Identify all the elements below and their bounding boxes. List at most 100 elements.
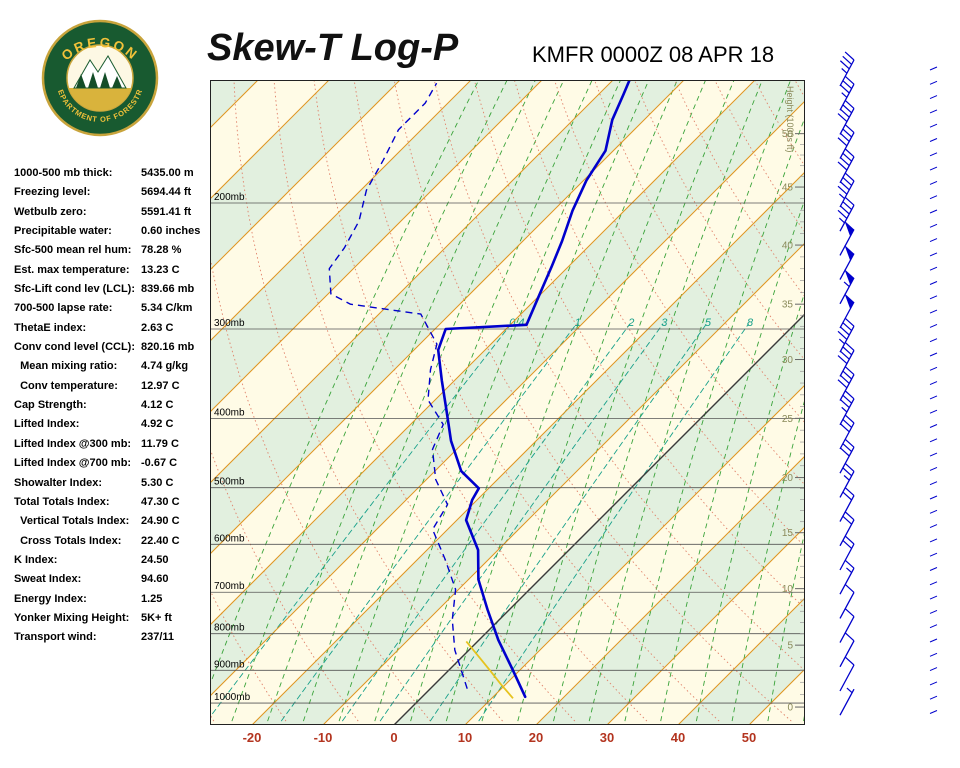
wind-minor-tick [929, 180, 938, 185]
index-label: Sfc-500 mean rel hum: [14, 244, 132, 257]
index-row: ThetaE index: 2.63 C [14, 322, 218, 341]
isotherm [464, 384, 805, 725]
index-row: 700-500 lapse rate: 5.34 C/km [14, 302, 218, 321]
isotherm-band [210, 80, 805, 696]
temp-axis-label: 40 [670, 730, 686, 745]
mixing-ratio-line [280, 323, 577, 722]
index-label: Yonker Mixing Height: [14, 611, 130, 624]
moist-adiabat [231, 80, 508, 722]
index-row: Total Totals Index: 47.30 C [14, 496, 218, 515]
pressure-label: 700mb [214, 581, 245, 592]
wind-minor-tick [929, 624, 938, 629]
skewt-chart: 0.4 1 2 3 5 8200mb300mb400mb500mb600mb700mb80… [210, 80, 805, 725]
index-value: 0.60 inches [141, 225, 201, 238]
pressure-label: 600mb [214, 533, 245, 544]
dry-adiabat [513, 80, 805, 548]
index-label: Lifted Index @300 mb: [14, 437, 132, 450]
pressure-label: 400mb [214, 407, 245, 418]
index-label: Conv cond level (CCL): [14, 341, 136, 354]
index-row: Sweat Index: 94.60 [14, 573, 218, 592]
moist-adiabat [517, 80, 735, 722]
zero-isotherm [393, 313, 805, 725]
wind-minor-tick [929, 395, 938, 400]
index-row: Conv cond level (CCL): 820.16 mb [14, 341, 218, 360]
pressure-label: 300mb [214, 318, 245, 329]
wind-minor-tick [929, 281, 938, 285]
wind-minor-tick [929, 681, 938, 686]
index-label: Total Totals Index: [14, 495, 110, 508]
index-row: Precipitable water: 0.60 inches [14, 225, 218, 244]
index-row: Cap Strength: 4.12 C [14, 399, 218, 418]
moist-adiabat [374, 80, 622, 722]
wind-barb [839, 687, 855, 716]
height-axis-title: Height (1000s ft) [785, 86, 795, 153]
wind-minor-tick [929, 166, 938, 171]
dry-adiabat [210, 589, 287, 722]
wind-barb [837, 341, 855, 377]
temp-axis-label: 30 [599, 730, 615, 745]
moist-adiabat [410, 80, 650, 722]
isotherm [606, 526, 805, 725]
index-value: 237/11 [141, 631, 175, 644]
height-tick-label: 10 [782, 584, 794, 595]
temp-axis-label: 50 [741, 730, 757, 745]
index-value: 24.50 [141, 553, 169, 566]
index-value: 94.60 [141, 573, 169, 586]
moist-adiabat [302, 80, 565, 722]
index-row: Vertical Totals Index: 24.90 C [14, 515, 218, 534]
wind-minor-tick [929, 109, 938, 114]
index-value: 24.90 C [141, 515, 180, 528]
wind-barb [837, 172, 855, 208]
index-value: 13.23 C [141, 263, 180, 276]
isotherm [322, 242, 805, 725]
page-title: Skew-T Log-P [207, 27, 459, 69]
dry-adiabat [273, 80, 576, 722]
index-row: Conv temperature: 12.97 C [14, 380, 218, 399]
index-label: Wetbulb zero: [14, 205, 87, 218]
index-row: Energy Index: 1.25 [14, 593, 218, 612]
index-value: 5435.00 m [141, 167, 194, 179]
wind-minor-tick [929, 95, 938, 100]
wind-minor-tick [929, 138, 938, 142]
index-value: 5591.41 ft [141, 205, 192, 218]
index-label: K Index: [14, 553, 58, 566]
height-tick-label: 50 [782, 129, 794, 140]
index-value: 5.34 C/km [141, 302, 193, 315]
index-value: 820.16 mb [141, 341, 195, 354]
index-label: Transport wind: [14, 631, 97, 644]
wind-minor-tick [929, 209, 938, 214]
wind-minor-tick [929, 710, 938, 714]
wind-minor-tick [929, 152, 938, 157]
index-label: Lifted Index @700 mb: [14, 457, 132, 470]
index-value: 2.63 C [141, 321, 174, 334]
index-value: 4.74 g/kg [141, 360, 189, 373]
temp-axis-label: 0 [390, 730, 398, 745]
wind-minor-tick [929, 366, 938, 371]
isotherm [677, 597, 805, 725]
index-row: Freezing level: 5694.44 ft [14, 186, 218, 205]
moist-adiabat [624, 116, 805, 722]
wind-minor-tick [929, 609, 938, 614]
wind-barb [839, 75, 855, 111]
index-row: Sfc-500 mean rel hum: 78.28 % [14, 244, 218, 263]
wind-minor-tick [929, 424, 938, 428]
wind-minor-tick [929, 66, 938, 71]
dry-adiabat [433, 80, 805, 672]
mixing-ratio-label: 2 [627, 317, 634, 329]
index-value: 47.30 C [141, 495, 180, 508]
isotherm [210, 80, 543, 413]
index-row: Cross Totals Index: 22.40 C [14, 535, 218, 554]
isotherm [251, 171, 805, 725]
wind-minor-tick [929, 438, 938, 443]
index-row: 1000-500 mb thick: 5435.00 m [14, 167, 218, 186]
height-tick-label: 30 [782, 355, 794, 366]
wind-minor-tick [929, 652, 938, 657]
wind-minor-tick [929, 495, 938, 500]
wind-minor-tick [929, 667, 938, 672]
dry-adiabat [674, 80, 805, 298]
mixing-ratio-label: 3 [661, 317, 668, 329]
index-value: 78.28 % [141, 244, 182, 257]
wind-barb [839, 51, 855, 87]
wind-minor-tick [929, 238, 938, 243]
